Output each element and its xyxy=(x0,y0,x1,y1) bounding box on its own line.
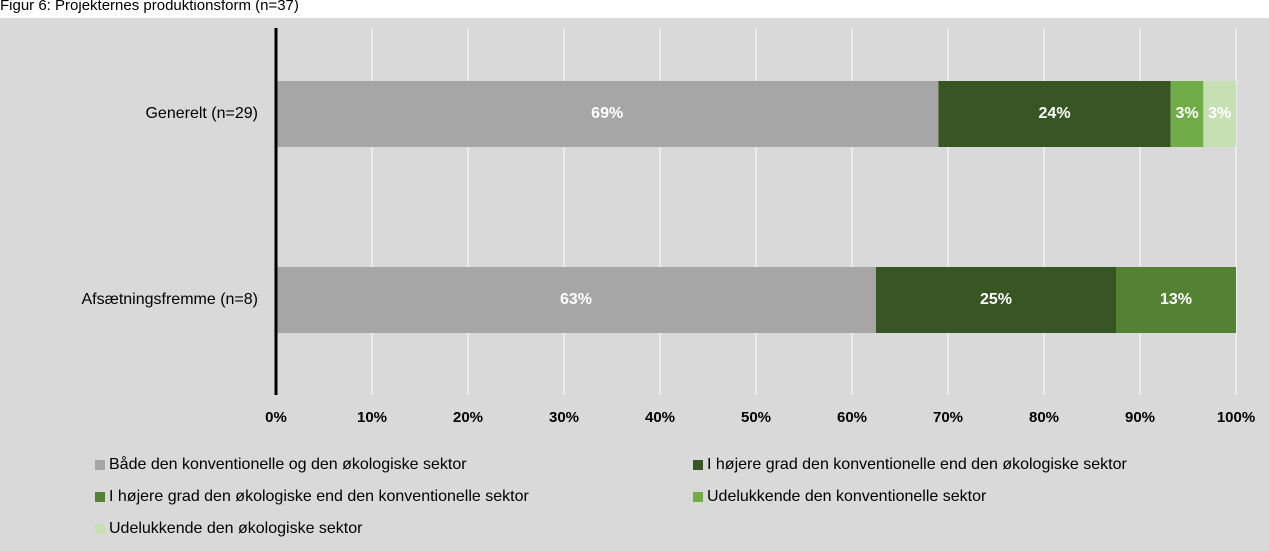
legend-label: Udelukkende den økologiske sektor xyxy=(109,520,363,537)
legend-swatch xyxy=(95,492,105,502)
legend-label: Udelukkende den konventionelle sektor xyxy=(707,488,987,505)
bar-segment xyxy=(276,81,939,147)
value-label: 24% xyxy=(1039,105,1071,122)
x-tick-label: 40% xyxy=(645,409,675,426)
bar-segment xyxy=(1170,81,1204,147)
legend-swatch xyxy=(693,460,703,470)
bar-segment xyxy=(876,267,1116,333)
value-label: 25% xyxy=(980,291,1012,308)
legend-swatch xyxy=(95,524,105,534)
value-label: 3% xyxy=(1208,105,1231,122)
legend-label: I højere grad den konventionelle end den… xyxy=(707,456,1127,473)
bar-segment xyxy=(1116,267,1236,333)
legend-label: I højere grad den økologiske end den kon… xyxy=(109,488,529,505)
y-tick-label: Afsætningsfremme (n=8) xyxy=(81,291,258,308)
legend-swatch xyxy=(693,492,703,502)
value-label: 3% xyxy=(1175,105,1198,122)
x-tick-label: 30% xyxy=(549,409,579,426)
legend-label: Både den konventionelle og den økologisk… xyxy=(109,455,467,473)
bar-segment xyxy=(1203,81,1236,147)
bar-segment xyxy=(938,81,1171,147)
y-tick-label: Generelt (n=29) xyxy=(145,105,258,122)
x-tick-label: 70% xyxy=(933,409,963,426)
x-tick-label: 10% xyxy=(357,409,387,426)
x-tick-label: 90% xyxy=(1125,409,1155,426)
x-tick-label: 20% xyxy=(453,409,483,426)
value-label: 13% xyxy=(1160,291,1192,308)
x-tick-label: 50% xyxy=(741,409,771,426)
chart-title: Figur 6: Projekternes produktionsform (n… xyxy=(0,0,299,14)
bar-segment xyxy=(276,267,876,333)
x-tick-label: 100% xyxy=(1217,409,1255,426)
x-tick-label: 0% xyxy=(265,409,287,426)
legend-swatch xyxy=(95,460,105,470)
x-tick-label: 80% xyxy=(1029,409,1059,426)
x-tick-label: 60% xyxy=(837,409,867,426)
value-label: 69% xyxy=(591,105,623,122)
value-label: 63% xyxy=(560,291,592,308)
